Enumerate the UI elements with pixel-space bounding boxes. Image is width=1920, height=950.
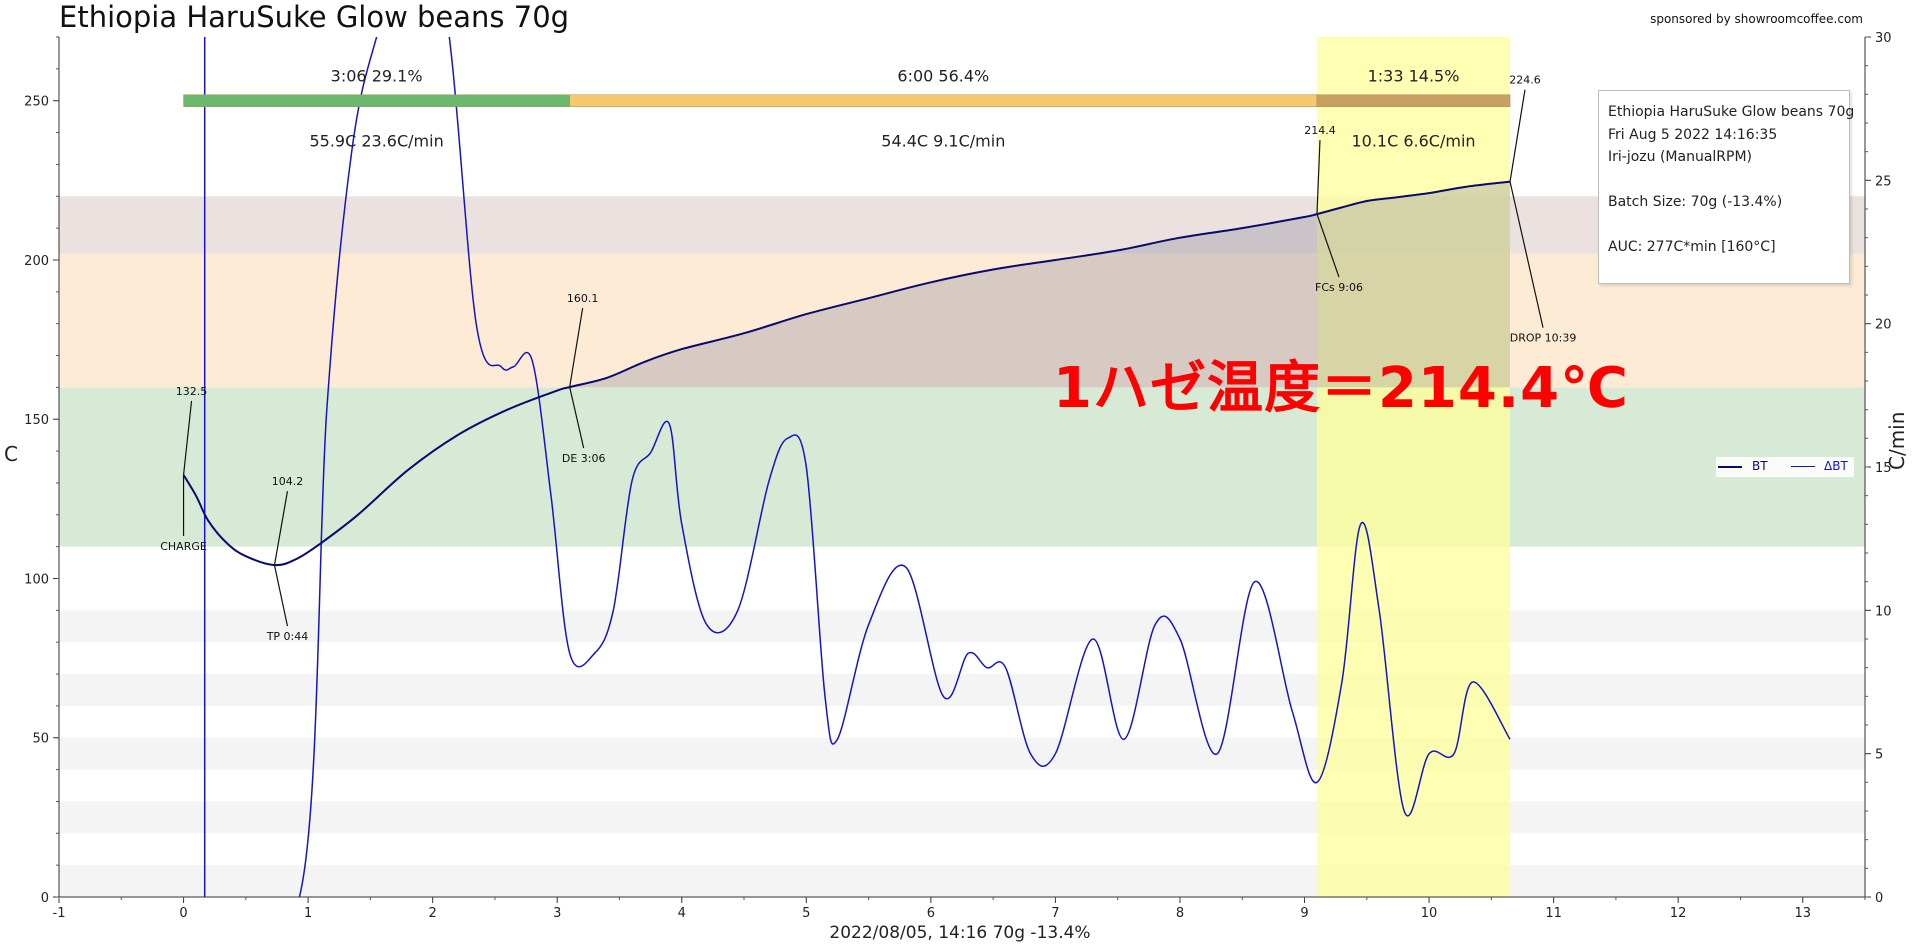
y-right-tick-label: 0 [1875,891,1883,906]
stripe-band [59,610,1865,643]
legend-bt-label: BT [1752,459,1768,473]
x-tick-label: 8 [1176,906,1184,921]
finish-zone [59,196,1865,254]
phase-bar-maillard [569,94,1318,107]
event-value-label: 214.4 [1304,124,1336,137]
phase-development-rise: 10.1C 6.6C/min [1351,132,1475,151]
event-leader-top [1316,140,1321,215]
event-leader-bottom [273,564,289,627]
stripe-band [59,674,1865,706]
y-left-tick-label: 150 [24,413,49,428]
bt-line [182,180,1511,567]
event-value-label: 104.2 [272,475,304,488]
x-axis-label: 2022/08/05, 14:16 70g -13.4% [829,923,1091,943]
legend: BT ΔBT [1716,457,1854,477]
phase-maillard-time: 6:00 56.4% [897,67,989,86]
y-right-tick-label: 25 [1875,174,1892,189]
events-layer: 132.5 CHARGE 104.2 TP 0:44 160.1 DE 3:06 214.4… [160,74,1576,643]
event-value-label: 132.5 [176,385,208,398]
event-leader-top [182,400,193,476]
event-name-label: DE 3:06 [562,452,606,465]
event-value-label: 160.1 [567,292,599,305]
x-tick-label: 2 [429,906,437,921]
x-tick-label: 12 [1670,906,1687,921]
phase-development-time: 1:33 14.5% [1368,67,1460,86]
dbt-line [203,37,1511,897]
phase-drying-rise: 55.9C 23.6C/min [309,132,443,151]
x-tick-label: 9 [1300,906,1308,921]
x-tick-label: 4 [678,906,686,921]
y-left-tick-label: 50 [32,732,49,747]
event-name-label: CHARGE [160,540,207,553]
y-right-tick-label: 10 [1875,604,1892,619]
event-leader-top [569,307,584,388]
info-spacer-2 [1608,214,1849,237]
x-tick-label: 5 [802,906,810,921]
info-date: Fri Aug 5 2022 14:16:35 [1608,126,1778,143]
x-tick-label: 1 [304,906,312,921]
event-name-label: FCs 9:06 [1315,281,1363,294]
auc-area [569,181,1510,388]
event-leader-top [1509,89,1526,182]
event-name-label: TP 0:44 [266,630,309,643]
phase-maillard-rise: 54.4C 9.1C/min [881,132,1005,151]
info-title: Ethiopia HaruSuke Glow beans 70g [1608,104,1855,120]
legend-bt-swatch [1718,466,1742,468]
phase-bar-layer: 3:06 29.1% 55.9C 23.6C/min 6:00 56.4% 54.4C… [183,67,1511,151]
stripe-band [59,865,1865,897]
y-right-tick-label: 30 [1875,31,1892,46]
stripe-band [59,737,1865,770]
phase-bar-development [1316,94,1511,107]
roast-info-box: Ethiopia HaruSuke Glow beans 70g Fri Aug… [1598,90,1855,284]
y-left-tick-label: 200 [24,254,49,269]
first-crack-annotation: 1ハゼ温度＝214.4℃ [1053,356,1629,421]
y-left-tick-label: 250 [24,95,49,110]
y-axis-right-label: C/min [1885,411,1909,470]
stripe-band [59,801,1865,834]
event-leader-bottom [569,386,585,449]
development-highlight-layer [1316,37,1511,897]
y-right-tick-label: 20 [1875,318,1892,333]
y-axis-left-label: C [4,442,18,466]
sponsor-text: sponsored by showroomcoffee.com [1650,12,1863,26]
event-leader-bottom [1316,213,1340,278]
x-tick-label: 10 [1421,906,1438,921]
bands-layer [59,196,1865,897]
x-tick-label: 11 [1545,906,1562,921]
x-tick-label: 3 [553,906,561,921]
legend-dbt-label: ΔBT [1824,459,1848,473]
phase-drying-time: 3:06 29.1% [331,67,423,86]
y-left-tick-label: 100 [24,572,49,587]
y-right-tick-label: 5 [1875,748,1883,763]
x-tick-label: 13 [1794,906,1811,921]
info-auc: AUC: 277C*min [160°C] [1608,239,1776,255]
event-leader-top [273,490,289,566]
x-tick-label: 7 [1051,906,1059,921]
event-leader-bottom [1509,181,1544,328]
chart-title: Ethiopia HaruSuke Glow beans 70g [59,0,570,34]
info-batch-size: Batch Size: 70g (-13.4%) [1608,194,1783,210]
y-right-tick-label: 15 [1875,461,1892,476]
event-name-label: DROP 10:39 [1510,332,1577,345]
x-tick-label: 0 [179,906,187,921]
legend-dbt-swatch [1791,466,1815,467]
axes-layer: -1 0 1 2 3 4 5 6 7 8 9 10 11 12 1305010015020025005101… [24,31,1891,921]
auc-fill-layer [569,181,1510,388]
y-left-tick-label: 0 [41,891,49,906]
development-highlight [1316,37,1511,897]
event-value-label: 224.6 [1509,74,1541,87]
series-layer [182,37,1511,897]
info-spacer [1608,169,1849,192]
drying-zone [59,387,1865,547]
x-tick-label: -1 [53,906,66,921]
x-tick-label: 6 [927,906,935,921]
info-machine: Iri-jozu (ManualRPM) [1608,149,1752,165]
phase-bar-drying [183,94,570,107]
